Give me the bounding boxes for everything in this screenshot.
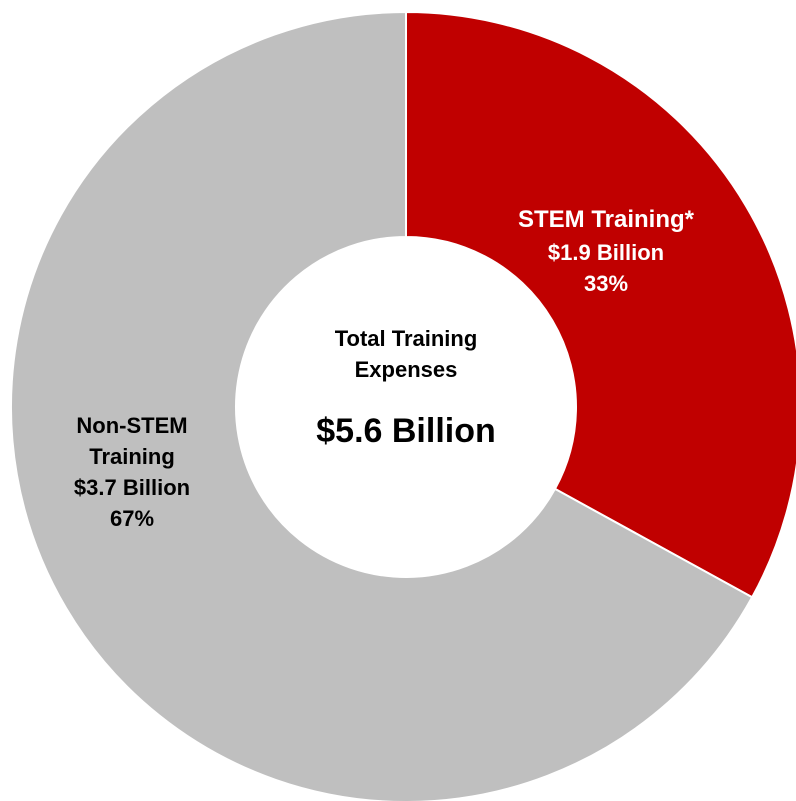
center-label: Total Training Expenses $5.6 Billion	[296, 323, 516, 451]
center-value: $5.6 Billion	[316, 412, 496, 450]
donut-slice	[10, 10, 754, 801]
category-label: Non-STEM Training	[76, 413, 188, 469]
slice-label: Non-STEM Training $3.7 Billion 67%	[52, 410, 212, 534]
value-label: 67%	[109, 506, 155, 531]
category-label: STEM Training*	[517, 206, 694, 233]
amount-label: $3.7 Billion	[73, 475, 191, 500]
center-title: Total Training Expenses	[334, 326, 478, 382]
slice-label: STEM Training* $1.9 Billion 33%	[486, 203, 726, 299]
amount-label: $1.9 Billion	[547, 240, 665, 265]
value-label: 33%	[583, 271, 629, 296]
donut-slice	[405, 10, 796, 599]
